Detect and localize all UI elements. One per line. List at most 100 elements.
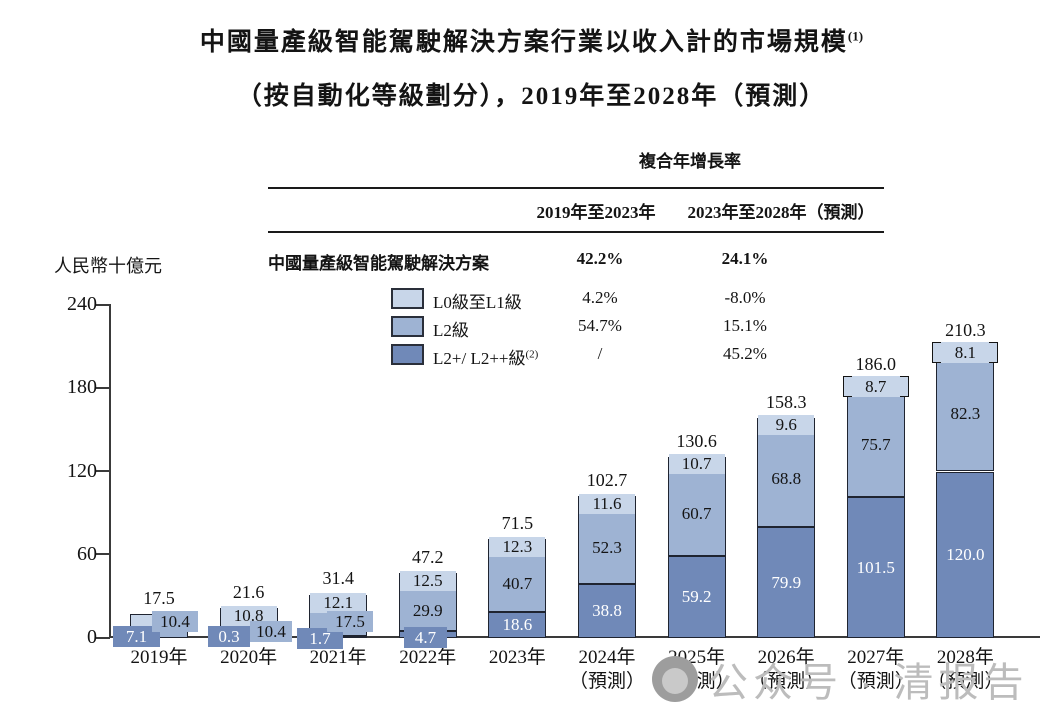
bar-segment-label: 68.8 <box>771 469 802 489</box>
cagr-col2-header: 2023年至2028年（預測） <box>687 203 875 222</box>
bar-segment-label: 38.8 <box>592 601 622 621</box>
y-axis-tick-label: 180 <box>67 376 97 399</box>
bar-segment-label: 60.7 <box>681 503 712 523</box>
y-axis-tick <box>96 303 110 306</box>
legend-label-l2plus-text: L2+/ L2++級 <box>433 349 526 368</box>
bar-segment-label: 52.3 <box>592 537 622 557</box>
bar-total-label: 21.6 <box>232 582 265 603</box>
bar-segment-label: 12.3 <box>489 537 546 558</box>
bar-total-label: 186.0 <box>855 353 897 374</box>
x-axis-category-label: 2024年 （預測） <box>568 647 645 692</box>
page-title-text: 中國量產級智能駕駛解決方案行業以收入計的市場規模 <box>199 29 848 56</box>
page-title-line1: 中國量產級智能駕駛解決方案行業以收入計的市場規模(1) <box>0 22 1063 58</box>
y-axis-line <box>109 304 111 638</box>
x-axis-category-label: 2022年 <box>399 647 457 668</box>
y-axis-tick <box>96 470 110 472</box>
bar-segment-dark <box>757 527 816 638</box>
bar-segment-dark <box>936 471 995 638</box>
legend-label-l0-l1: L0級至L1級 <box>433 293 522 312</box>
bar-segment-label: 12.5 <box>399 571 456 592</box>
cagr-table-header: 複合年增長率 <box>639 152 741 171</box>
bar-total-label: 130.6 <box>676 430 717 451</box>
footnote-ref-2: (2) <box>525 348 539 361</box>
cagr-rule-bottom <box>268 231 884 233</box>
bar-segment-medium <box>488 555 547 613</box>
bar-callout-label: 4.7 <box>404 627 447 648</box>
bar-segment-label: 10.8 <box>220 605 277 626</box>
x-axis-category-label: 2023年 <box>488 647 546 668</box>
bar-callout-label: 7.1 <box>113 626 160 647</box>
bar-total-label: 47.2 <box>412 546 444 567</box>
bar-segment-dark <box>488 612 547 638</box>
bar-callout-label: 17.5 <box>327 611 373 632</box>
bar-segment-medium <box>936 357 995 472</box>
cagr-total-value-2: 24.1% <box>721 249 769 268</box>
bar-total-label: 210.3 <box>945 320 986 341</box>
bar-callout-label: 0.3 <box>208 626 250 647</box>
bar-callout-label: 1.7 <box>297 628 343 649</box>
y-axis-tick <box>96 386 110 389</box>
x-axis-category-label: 2028年 （預測） <box>927 647 1004 692</box>
x-axis-category-label: 2021年 <box>309 647 367 668</box>
y-axis-tick-label: 240 <box>67 293 97 315</box>
cagr-row2-value-2: 15.1% <box>723 316 767 335</box>
bar-segment-label: 75.7 <box>860 434 891 454</box>
legend-label-l2: L2級 <box>433 321 469 340</box>
bar-callout-label: 10.4 <box>152 611 198 632</box>
bar-segment-medium <box>757 431 816 528</box>
bar-segment-medium <box>578 511 636 585</box>
bar-segment-label-box: 8.1 <box>932 341 999 363</box>
cagr-total-label: 中國量產級智能駕駛解決方案 <box>268 254 489 273</box>
bar-segment-label: 11.6 <box>579 493 635 514</box>
legend-swatch-l2plus <box>391 344 424 365</box>
bar-segment-label: 12.1 <box>310 592 367 613</box>
y-axis-tick-label: 60 <box>77 542 97 565</box>
bar-segment-label: 79.9 <box>771 572 802 592</box>
x-axis-category-label: 2019年 <box>130 647 188 668</box>
y-axis-tick-label: 120 <box>67 459 97 482</box>
y-axis-tick <box>96 553 110 556</box>
bar-segment-label-box: 8.7 <box>842 375 909 397</box>
bar-segment-label: 101.5 <box>856 557 895 577</box>
y-axis-tick-label: 0 <box>87 626 97 648</box>
bar-segment-label: 120.0 <box>946 544 985 564</box>
bar-segment-label: 9.6 <box>758 415 815 436</box>
cagr-row3-value-1: / <box>597 344 603 363</box>
x-axis-category-label: 2020年 <box>220 647 278 668</box>
y-axis-unit-label: 人民幣十億元 <box>54 256 162 276</box>
footnote-ref-1: (1) <box>847 28 864 44</box>
bar-total-label: 158.3 <box>765 392 807 413</box>
legend-swatch-l0-l1 <box>391 288 424 309</box>
y-axis-tick <box>96 636 110 639</box>
bar-total-label: 71.5 <box>501 512 534 533</box>
bar-segment-label: 29.9 <box>412 600 443 620</box>
label-bracket-right <box>989 341 999 363</box>
bar-segment-label: 82.3 <box>950 404 981 424</box>
cagr-row3-value-2: 45.2% <box>723 344 767 363</box>
bar-total-label: 17.5 <box>143 587 175 608</box>
label-bracket-right <box>899 375 909 397</box>
legend-label-l2plus: L2+/ L2++級(2) <box>433 344 538 369</box>
label-bracket-left <box>932 341 942 363</box>
cagr-total-value-1: 42.2% <box>576 249 624 268</box>
x-axis-category-label: 2026年 （預測） <box>748 647 825 692</box>
bar-segment-dark <box>846 497 905 638</box>
cagr-row1-value-1: 4.2% <box>582 288 618 307</box>
x-axis-category-label: 2025年 （預測） <box>658 647 735 692</box>
cagr-row1-value-2: -8.0% <box>724 288 766 307</box>
bar-segment-label: 10.7 <box>668 454 725 475</box>
x-axis-line <box>109 636 1040 638</box>
bar-total-label: 31.4 <box>322 568 354 589</box>
cagr-col1-header: 2019年至2023年 <box>536 203 656 222</box>
legend-swatch-l2 <box>391 316 424 337</box>
cagr-rule-top <box>268 187 884 189</box>
cagr-row2-value-1: 54.7% <box>578 316 622 335</box>
bar-segment-label: 40.7 <box>502 573 533 593</box>
bar-segment-dark <box>667 555 726 638</box>
bar-callout-label: 10.4 <box>250 621 292 642</box>
bar-total-label: 102.7 <box>586 469 628 490</box>
x-axis-category-label: 2027年 （預測） <box>837 647 914 692</box>
bar-segment-dark <box>578 584 636 638</box>
